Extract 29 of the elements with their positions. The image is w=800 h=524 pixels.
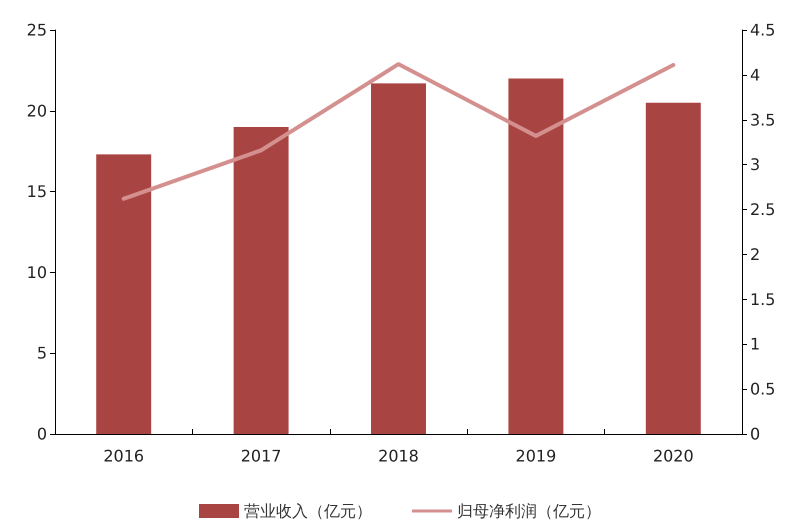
x-tick-label: 2016 <box>103 446 144 466</box>
y2-tick-label: 1 <box>750 334 760 354</box>
y2-tick-label: 2 <box>750 244 760 264</box>
x-tick-label: 2020 <box>652 446 694 466</box>
y2-tick-label: 0.5 <box>750 380 776 399</box>
bar <box>96 154 152 434</box>
y-tick-label: 0 <box>36 424 47 444</box>
x-tick-label: 2019 <box>516 446 556 466</box>
y-tick-label: 25 <box>26 20 47 40</box>
legend-label: 归母净利润（亿元） <box>457 502 601 520</box>
y-tick-label: 10 <box>26 262 47 282</box>
x-tick-label: 2017 <box>240 446 282 466</box>
y-tick-label: 5 <box>36 344 47 363</box>
bar <box>508 78 564 434</box>
y2-tick-label: 3.5 <box>750 110 776 130</box>
x-tick-label: 2018 <box>378 446 419 466</box>
y2-tick-label: 3 <box>750 155 760 174</box>
y2-tick-label: 0 <box>750 424 760 444</box>
y2-tick-label: 4.5 <box>750 20 776 40</box>
bar <box>234 126 289 434</box>
bar <box>646 102 701 434</box>
legend-label: 营业收入（亿元） <box>244 502 372 520</box>
bar <box>371 83 426 434</box>
line-series <box>122 62 676 201</box>
y2-tick-label: 1.5 <box>750 290 776 309</box>
y2-tick-label: 4 <box>750 65 760 84</box>
y2-tick-label: 2.5 <box>750 200 776 220</box>
y-tick-label: 15 <box>26 182 47 202</box>
y-tick-label: 20 <box>26 101 47 120</box>
